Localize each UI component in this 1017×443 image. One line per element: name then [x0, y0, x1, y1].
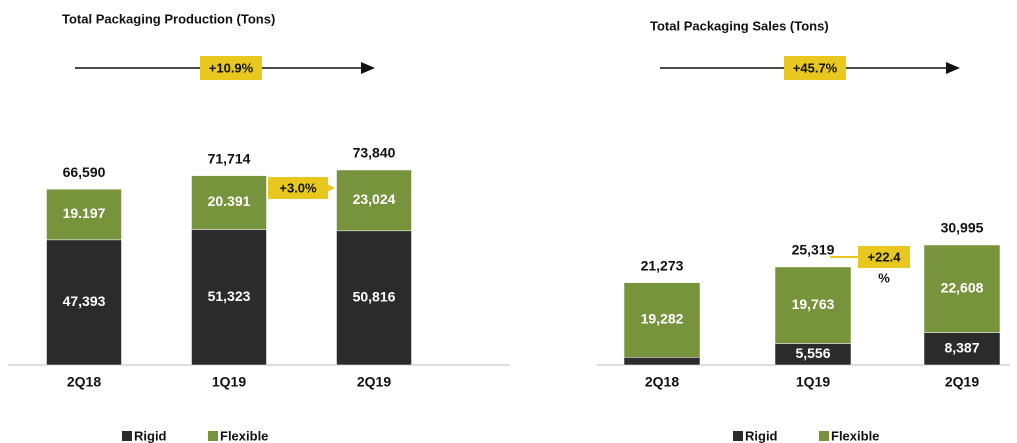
annotation-box [200, 56, 262, 80]
x-tick-label: 2Q18 [645, 374, 679, 390]
arrow-head [361, 62, 375, 74]
chart-title: Total Packaging Production (Tons) [62, 11, 275, 26]
bar-segment [923, 244, 1001, 333]
mid-annotation: +22.4 [868, 249, 902, 264]
value-label: 20.391 [208, 193, 251, 209]
arrow-head [946, 62, 960, 74]
value-label: 19,282 [641, 311, 684, 327]
bar-segment [774, 266, 852, 344]
total-label: 21,273 [641, 257, 684, 273]
chart-title: Total Packaging Sales (Tons) [650, 18, 829, 33]
value-label: 5,556 [795, 345, 830, 361]
mid-annotation: % [878, 270, 890, 285]
value-label: 51,323 [208, 288, 251, 304]
x-tick-label: 2Q19 [357, 374, 391, 390]
bar-segment [623, 357, 701, 366]
value-label: 19.197 [63, 205, 106, 221]
total-label: 66,590 [63, 164, 106, 180]
value-label: 50,816 [353, 289, 396, 305]
legend-label: Rigid [745, 428, 778, 443]
legend-label: Rigid [134, 428, 167, 443]
legend-label: Flexible [220, 428, 268, 443]
bar-segment [191, 229, 267, 366]
annotation: +10.9% [209, 60, 254, 75]
x-tick-label: 1Q19 [796, 374, 830, 390]
bar-segment [191, 175, 267, 230]
value-label: 22,608 [941, 279, 984, 295]
total-label: 73,840 [353, 145, 396, 161]
total-label: 71,714 [208, 150, 251, 166]
bar-segment [923, 332, 1001, 366]
bar-segment [336, 169, 412, 232]
annotation-box [784, 56, 846, 80]
legend-swatch [819, 431, 829, 441]
value-label: 19,763 [792, 296, 835, 312]
total-label: 25,319 [792, 242, 835, 258]
legend-swatch [208, 431, 218, 441]
value-label: 23,024 [353, 191, 396, 207]
value-label: 8,387 [944, 339, 979, 355]
value-label: 47,393 [63, 293, 106, 309]
legend-swatch [122, 431, 132, 441]
mid-annotation-box [268, 177, 328, 199]
bar-segment [623, 282, 701, 358]
mid-annotation-box [858, 246, 910, 268]
legend-swatch [733, 431, 743, 441]
annotation: +45.7% [793, 60, 838, 75]
x-tick-label: 2Q19 [945, 374, 979, 390]
bar-segment [46, 239, 122, 366]
legend-label: Flexible [831, 428, 879, 443]
bar-segment [46, 188, 122, 241]
total-label: 30,995 [941, 220, 984, 236]
x-tick-label: 2Q18 [67, 374, 101, 390]
x-tick-label: 1Q19 [212, 374, 246, 390]
bar-segment [336, 230, 412, 366]
mid-annotation: +3.0% [279, 180, 317, 195]
